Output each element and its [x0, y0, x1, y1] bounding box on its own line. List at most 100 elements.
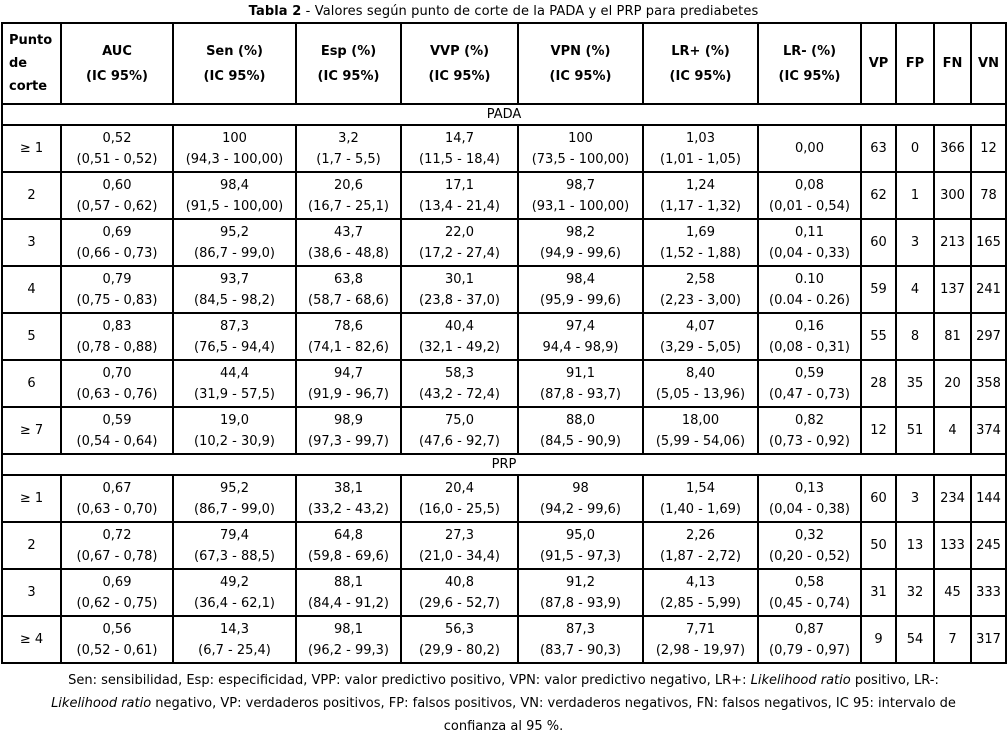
table-row: ≥ 1 0,52 (0,51 - 0,52) 100 (94,3 - 100,00) 3,… — [1, 124, 1007, 173]
table-row: 2 0,72 (0,67 - 0,78) 79,4 (67,3 - 88,5) 64,8(… — [1, 521, 1007, 570]
cell-cut: ≥ 4 — [1, 615, 62, 664]
section-header-prp: PRP — [1, 453, 1007, 476]
cell-lrp: 1,69 (1,52 - 1,88) — [642, 218, 759, 267]
cell-lrn: 0,87 (0,79 - 0,97) — [757, 615, 862, 664]
cell-sen: 19,0 (10,2 - 30,9) — [172, 406, 297, 455]
cell-auc: 0,67 (0,63 - 0,70) — [60, 474, 174, 523]
table-title-label: Tabla 2 — [248, 4, 302, 19]
section-header-pada: PADA — [1, 103, 1007, 126]
col-header-vp: VP — [860, 22, 897, 105]
table-row: 3 0,69 (0,66 - 0,73) 95,2 (86,7 - 99,0) 43,7(… — [1, 218, 1007, 267]
header-row: Punto de corte AUC (IC 95%) Sen (%) (IC 95%) Es… — [1, 22, 1007, 105]
cell-auc: 0,72 (0,67 - 0,78) — [60, 521, 174, 570]
cell-vn: 245 — [970, 521, 1007, 570]
cell-vp: 63 — [860, 124, 897, 173]
table-row: ≥ 4 0,56 (0,52 - 0,61) 14,3 (6,7 - 25,4) 98,1… — [1, 615, 1007, 664]
col-header-lrp: LR+ (%) (IC 95%) — [642, 22, 759, 105]
table-title-text: - Valores según punto de corte de la PAD… — [301, 4, 759, 19]
cell-fp: 8 — [895, 312, 935, 361]
cell-sen: 93,7 (84,5 - 98,2) — [172, 265, 297, 314]
footnote-line: Sen: sensibilidad, Esp: especificidad, V… — [0, 669, 1007, 692]
table-row: 2 0,60 (0,57 - 0,62) 98,4 (91,5 - 100,00) 20,… — [1, 171, 1007, 220]
cell-vn: 12 — [970, 124, 1007, 173]
cell-fp: 4 — [895, 265, 935, 314]
cell-fn: 133 — [933, 521, 972, 570]
cell-esp: 38,1 (33,2 - 43,2) — [295, 474, 402, 523]
cell-lrp: 1,03 (1,01 - 1,05) — [642, 124, 759, 173]
cell-fn: 7 — [933, 615, 972, 664]
cell-fp: 0 — [895, 124, 935, 173]
cell-fp: 32 — [895, 568, 935, 617]
col-header-lrn: LR- (%) (IC 95%) — [757, 22, 862, 105]
cell-vn: 374 — [970, 406, 1007, 455]
cell-vvp: 40,8 (29,6 - 52,7) — [400, 568, 519, 617]
cell-sen: 79,4 (67,3 - 88,5) — [172, 521, 297, 570]
footnote-italic-text: Likelihood ratio — [51, 696, 152, 711]
cell-lrp: 2,58 (2,23 - 3,00) — [642, 265, 759, 314]
cell-fn: 4 — [933, 406, 972, 455]
footnote-line: confianza al 95 %. — [0, 715, 1007, 738]
cell-auc: 0,56 (0,52 - 0,61) — [60, 615, 174, 664]
cell-lrp: 4,13 (2,85 - 5,99) — [642, 568, 759, 617]
cell-vpn: 98,2 (94,9 - 99,6) — [517, 218, 644, 267]
table-body: PADA ≥ 1 0,52 (0,51 - 0,52) 100 (94,3 - 100,0… — [1, 103, 1007, 664]
cell-vvp: 58,3 (43,2 - 72,4) — [400, 359, 519, 408]
cell-lrp: 18,00 (5,99 - 54,06) — [642, 406, 759, 455]
cell-cut: ≥ 7 — [1, 406, 62, 455]
cell-auc: 0,79 (0,75 - 0,83) — [60, 265, 174, 314]
cell-fn: 20 — [933, 359, 972, 408]
footnote-text: Sen: sensibilidad, Esp: especificidad, V… — [68, 673, 751, 688]
cell-fp: 1 — [895, 171, 935, 220]
cell-vp: 55 — [860, 312, 897, 361]
cell-sen: 14,3 (6,7 - 25,4) — [172, 615, 297, 664]
cell-cut: 2 — [1, 521, 62, 570]
cell-auc: 0,70 (0,63 - 0,76) — [60, 359, 174, 408]
table-row: ≥ 7 0,59 (0,54 - 0,64) 19,0 (10,2 - 30,9) 98,… — [1, 406, 1007, 455]
cell-sen: 100 (94,3 - 100,00) — [172, 124, 297, 173]
section-row-pada: PADA — [1, 103, 1007, 126]
cell-vpn: 98 (94,2 - 99,6) — [517, 474, 644, 523]
cell-sen: 98,4 (91,5 - 100,00) — [172, 171, 297, 220]
footnote-text: negativo, VP: verdaderos positivos, FP: … — [151, 696, 956, 711]
cell-vvp: 22,0 (17,2 - 27,4) — [400, 218, 519, 267]
cell-esp: 64,8 (59,8 - 69,6) — [295, 521, 402, 570]
cell-vpn: 95,0 (91,5 - 97,3) — [517, 521, 644, 570]
cell-lrp: 4,07 (3,29 - 5,05) — [642, 312, 759, 361]
cell-fp: 51 — [895, 406, 935, 455]
cell-lrp: 1,54 (1,40 - 1,69) — [642, 474, 759, 523]
cell-sen: 95,2 (86,7 - 99,0) — [172, 474, 297, 523]
col-header-fn: FN — [933, 22, 972, 105]
cell-fn: 45 — [933, 568, 972, 617]
cell-vn: 241 — [970, 265, 1007, 314]
cell-sen: 49,2 (36,4 - 62,1) — [172, 568, 297, 617]
cell-esp: 20,6 (16,7 - 25,1) — [295, 171, 402, 220]
cell-cut: 3 — [1, 218, 62, 267]
cell-lrn: 0,13 (0,04 - 0,38) — [757, 474, 862, 523]
cell-vn: 297 — [970, 312, 1007, 361]
cell-fn: 137 — [933, 265, 972, 314]
table-header: Punto de corte AUC (IC 95%) Sen (%) (IC 95%) Es… — [1, 22, 1007, 105]
cell-auc: 0,59 (0,54 - 0,64) — [60, 406, 174, 455]
cell-lrp: 1,24 (1,17 - 1,32) — [642, 171, 759, 220]
col-header-cut: Punto de corte — [1, 22, 62, 105]
cell-vn: 358 — [970, 359, 1007, 408]
cell-vpn: 97,4 94,4 - 98,9) — [517, 312, 644, 361]
cell-sen: 95,2 (86,7 - 99,0) — [172, 218, 297, 267]
cell-vpn: 98,7 (93,1 - 100,00) — [517, 171, 644, 220]
col-header-auc: AUC (IC 95%) — [60, 22, 174, 105]
section-row-prp: PRP — [1, 453, 1007, 476]
cell-fn: 366 — [933, 124, 972, 173]
cell-vn: 317 — [970, 615, 1007, 664]
cell-vpn: 87,3 (83,7 - 90,3) — [517, 615, 644, 664]
cell-vpn: 98,4 (95,9 - 99,6) — [517, 265, 644, 314]
cell-fn: 213 — [933, 218, 972, 267]
cell-lrn: 0.10 (0.04 - 0.26) — [757, 265, 862, 314]
table-row: ≥ 1 0,67 (0,63 - 0,70) 95,2 (86,7 - 99,0) 38,… — [1, 474, 1007, 523]
cell-lrp: 7,71 (2,98 - 19,97) — [642, 615, 759, 664]
cell-vpn: 88,0 (84,5 - 90,9) — [517, 406, 644, 455]
cell-lrn: 0,58 (0,45 - 0,74) — [757, 568, 862, 617]
cell-vp: 31 — [860, 568, 897, 617]
cell-esp: 63,8 (58,7 - 68,6) — [295, 265, 402, 314]
cell-esp: 98,1 (96,2 - 99,3) — [295, 615, 402, 664]
cell-esp: 43,7 (38,6 - 48,8) — [295, 218, 402, 267]
